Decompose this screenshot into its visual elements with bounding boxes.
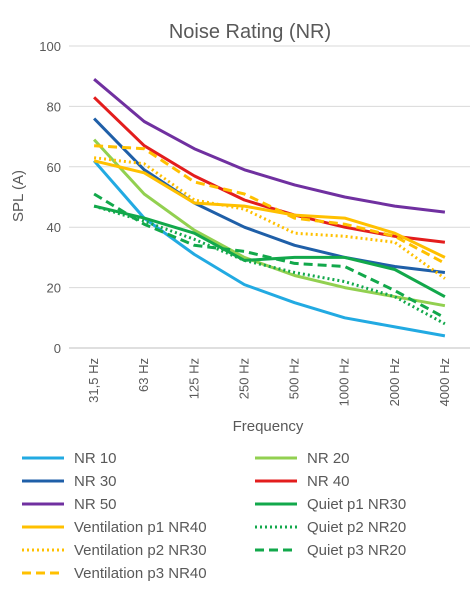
legend-label: NR 30: [74, 473, 117, 490]
legend-label: NR 50: [74, 496, 117, 513]
x-tick-label: 500 Hz: [287, 358, 302, 399]
series-line-ventilation-p3-nr40: [94, 144, 446, 265]
x-tick-label: 1000 Hz: [337, 358, 352, 406]
x-tick-label: 4000 Hz: [437, 358, 452, 406]
grid-lines: [69, 45, 470, 349]
legend-label: NR 10: [74, 450, 117, 467]
legend-label: Quiet p1 NR30: [307, 496, 406, 513]
series-line-nr-30: [93, 117, 446, 274]
series-line-nr-10: [92, 159, 446, 338]
legend-label: Quiet p2 NR20: [307, 519, 406, 536]
legend-label: Quiet p3 NR20: [307, 542, 406, 559]
series-line-quiet-p2-nr20: [93, 204, 446, 326]
series-lines: [92, 78, 446, 338]
x-tick-label: 63 Hz: [136, 358, 151, 392]
series-line-ventilation-p2-nr30: [93, 156, 446, 280]
y-tick-label: 0: [54, 341, 61, 356]
legend-label: NR 40: [307, 473, 350, 490]
x-tick-label: 250 Hz: [236, 358, 251, 399]
y-tick-label: 40: [47, 220, 61, 235]
y-tick-label: 100: [39, 39, 61, 54]
series-line-quiet-p3-nr20: [93, 192, 446, 320]
x-tick-label: 125 Hz: [186, 358, 201, 399]
y-tick-labels: 0 20 40 60 80 100: [39, 39, 61, 356]
legend-label: NR 20: [307, 450, 350, 467]
y-tick-label: 80: [47, 99, 61, 114]
legend-label: Ventilation p3 NR40: [74, 565, 207, 582]
y-tick-label: 60: [47, 160, 61, 175]
y-axis-label: SPL (A): [10, 170, 27, 222]
x-tick-labels: 31,5 Hz 63 Hz 125 Hz 250 Hz 500 Hz 1000 Hz 200…: [86, 358, 452, 406]
legend: NR 10 NR 20 NR 30 NR 40 NR 50 Quiet p1 NR30 Ve…: [22, 450, 406, 582]
x-tick-label: 31,5 Hz: [86, 358, 101, 403]
series-line-nr-50: [93, 78, 446, 214]
legend-label: Ventilation p1 NR40: [74, 519, 207, 536]
chart-title: Noise Rating (NR): [169, 21, 331, 43]
x-axis-label: Frequency: [233, 418, 304, 435]
y-tick-label: 20: [47, 281, 61, 296]
legend-label: Ventilation p2 NR30: [74, 542, 207, 559]
x-tick-label: 2000 Hz: [387, 358, 402, 406]
series-line-ventilation-p1-nr40: [93, 159, 446, 259]
